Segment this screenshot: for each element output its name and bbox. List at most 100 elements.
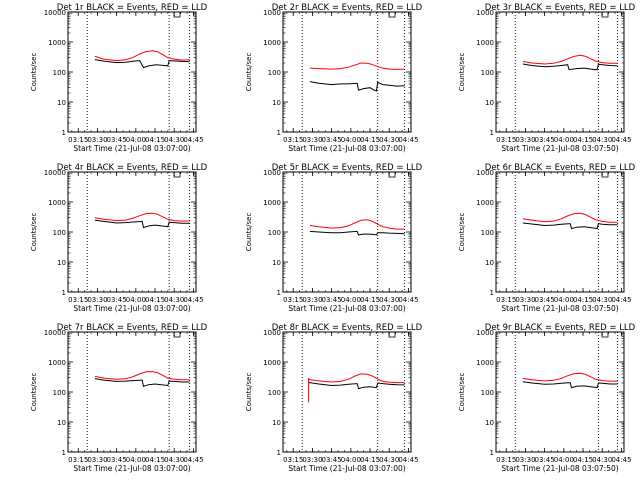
x-tick-label: 03:15 — [283, 296, 303, 304]
y-tick-label: 1000 — [48, 359, 66, 367]
y-tick-label: 1000 — [476, 199, 494, 207]
y-tick-label: 1 — [277, 289, 281, 297]
x-tick-label: 04:00 — [554, 296, 574, 304]
y-tick-label: 1 — [277, 449, 281, 457]
series-events — [522, 222, 618, 230]
x-tick-label: 03:15 — [496, 296, 516, 304]
panel-8: Det 8r BLACK = Events, RED = LLD 1 10 100 10… — [245, 323, 423, 473]
y-tick-label: 1000 — [476, 169, 494, 177]
x-axis-label: Start Time (21-Jul-08 03:07:50) — [501, 144, 618, 153]
y-axis-label: Counts/sec — [245, 373, 253, 412]
y-tick-label: 10 — [272, 99, 281, 107]
series-events — [94, 219, 190, 229]
x-tick-label: 03:45 — [535, 456, 555, 464]
x-tick-label: 04:30 — [164, 456, 184, 464]
x-tick-label: 03:15 — [496, 136, 516, 144]
x-tick-label: 04:00 — [554, 136, 574, 144]
x-tick-label: 04:45 — [611, 456, 631, 464]
y-tick-label: 1 — [62, 129, 66, 137]
y-tick-label: 1000 — [263, 39, 281, 47]
series-lld — [309, 219, 405, 230]
panel-title: Det 6r BLACK = Events, RED = LLD — [485, 163, 636, 173]
x-tick-label: 04:15 — [573, 296, 593, 304]
y-tick-label: 10 — [485, 99, 494, 107]
panel-9: Det 9r BLACK = Events, RED = LLD 1 10 100 10… — [458, 323, 636, 473]
x-axis-label: Start Time (21-Jul-08 03:07:00) — [288, 304, 405, 313]
x-tick-label: 03:45 — [107, 136, 127, 144]
x-tick-label: 04:15 — [360, 296, 380, 304]
x-tick-label: 03:15 — [283, 456, 303, 464]
y-tick-label: 1 — [62, 449, 66, 457]
x-tick-label: 03:15 — [496, 456, 516, 464]
panel-6: Det 6r BLACK = Events, RED = LLD 1 10 100 10… — [458, 163, 636, 313]
y-tick-label: 1000 — [263, 9, 281, 17]
series-events — [94, 59, 190, 69]
x-tick-label: 03:45 — [535, 296, 555, 304]
x-tick-label: 04:45 — [183, 136, 203, 144]
y-axis-label: Counts/sec — [30, 53, 38, 92]
panel-title: Det 1r BLACK = Events, RED = LLD — [57, 3, 208, 13]
x-axis-label: Start Time (21-Jul-08 03:07:00) — [73, 144, 190, 153]
series-lld — [522, 372, 618, 382]
y-axis-label: Counts/sec — [30, 373, 38, 412]
x-tick-label: 03:30 — [87, 296, 107, 304]
y-tick-label: 1000 — [476, 9, 494, 17]
x-tick-label: 04:30 — [592, 296, 612, 304]
y-tick-label: 1000 — [476, 39, 494, 47]
x-axis-label: Start Time (21-Jul-08 03:07:50) — [501, 304, 618, 313]
panel-title: Det 3r BLACK = Events, RED = LLD — [485, 3, 636, 13]
y-tick-label: 1000 — [263, 329, 281, 337]
x-tick-label: 03:30 — [302, 296, 322, 304]
x-tick-label: 03:15 — [68, 296, 88, 304]
y-tick-label: 100 — [481, 69, 494, 77]
x-axis-label: Start Time (21-Jul-08 03:07:00) — [288, 144, 405, 153]
x-tick-label: 03:15 — [68, 136, 88, 144]
x-tick-label: 04:30 — [379, 296, 399, 304]
x-tick-label: 03:30 — [515, 296, 535, 304]
x-tick-label: 03:30 — [87, 456, 107, 464]
panel-7: Det 7r BLACK = Events, RED = LLD 1 10 100 10… — [30, 323, 208, 473]
y-tick-label: 100 — [268, 229, 281, 237]
y-tick-label: 100 — [53, 229, 66, 237]
y-tick-label: 1 — [62, 289, 66, 297]
y-axis-label: Counts/sec — [458, 53, 466, 92]
panel-title: Det 7r BLACK = Events, RED = LLD — [57, 323, 208, 333]
x-tick-label: 04:15 — [145, 296, 165, 304]
y-tick-label: 1000 — [263, 199, 281, 207]
series-lld — [308, 373, 405, 403]
x-tick-label: 04:15 — [145, 136, 165, 144]
panel-2: Det 2r BLACK = Events, RED = LLD 1 10 100 10… — [245, 3, 423, 153]
x-tick-label: 04:30 — [379, 136, 399, 144]
x-axis-label: Start Time (21-Jul-08 03:07:00) — [288, 464, 405, 473]
y-tick-label: 1 — [490, 289, 494, 297]
x-tick-label: 04:45 — [398, 456, 418, 464]
x-tick-label: 04:15 — [145, 456, 165, 464]
x-tick-label: 04:30 — [164, 136, 184, 144]
series-lld — [94, 50, 190, 62]
series-events — [308, 382, 405, 390]
x-axis-label: Start Time (21-Jul-08 03:07:00) — [73, 304, 190, 313]
y-tick-label: 100 — [481, 389, 494, 397]
y-tick-label: 100 — [268, 69, 281, 77]
x-tick-label: 03:45 — [107, 296, 127, 304]
series-lld — [309, 62, 405, 70]
x-tick-label: 04:15 — [573, 136, 593, 144]
x-axis-label: Start Time (21-Jul-08 03:07:50) — [501, 464, 618, 473]
x-tick-label: 04:30 — [592, 456, 612, 464]
x-tick-label: 04:00 — [126, 296, 146, 304]
series-events — [94, 378, 190, 387]
x-tick-label: 04:00 — [341, 296, 361, 304]
x-tick-label: 03:30 — [87, 136, 107, 144]
series-lld — [94, 212, 190, 222]
y-tick-label: 10 — [57, 259, 66, 267]
x-tick-label: 04:15 — [573, 456, 593, 464]
y-tick-label: 1000 — [48, 39, 66, 47]
x-tick-label: 03:30 — [515, 456, 535, 464]
x-tick-label: 04:45 — [183, 296, 203, 304]
panel-1: Det 1r BLACK = Events, RED = LLD 1 10 100 10… — [30, 3, 208, 153]
x-tick-label: 04:30 — [379, 456, 399, 464]
panel-title: Det 8r BLACK = Events, RED = LLD — [272, 323, 423, 333]
panel-title: Det 9r BLACK = Events, RED = LLD — [485, 323, 636, 333]
panel-5: Det 5r BLACK = Events, RED = LLD 1 10 100 10… — [245, 163, 423, 313]
